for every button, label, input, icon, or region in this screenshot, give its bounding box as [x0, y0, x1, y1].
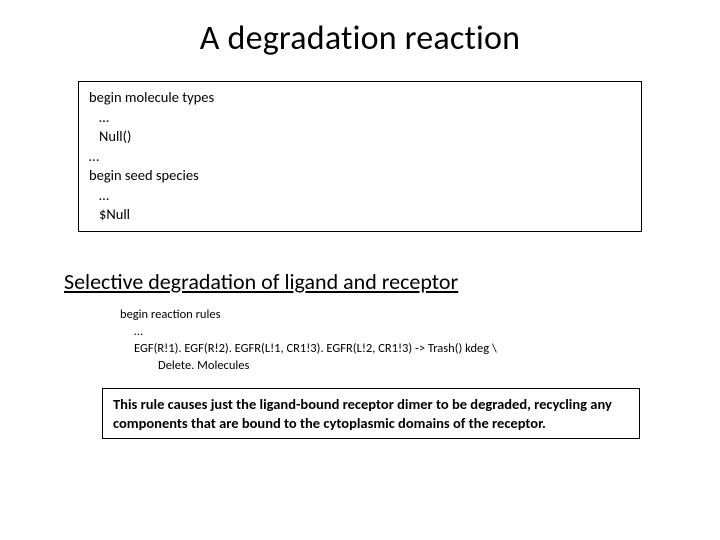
explanation-box: This rule causes just the ligand-bound r…: [102, 388, 640, 438]
code-line: Null(): [89, 127, 631, 147]
code-line: begin reaction rules: [120, 307, 640, 324]
code-line: begin molecule types: [89, 88, 631, 108]
code-line: …: [120, 324, 640, 341]
section-subheading: Selective degradation of ligand and rece…: [64, 268, 660, 295]
code-line: EGF(R!1). EGF(R!2). EGFR(L!1, CR1!3). EG…: [120, 341, 640, 358]
slide: A degradation reaction begin molecule ty…: [0, 0, 720, 540]
slide-title: A degradation reaction: [60, 18, 660, 59]
code-line: Delete. Molecules: [120, 358, 640, 375]
code-line: …: [89, 108, 631, 128]
code-line: …: [89, 147, 631, 167]
code-block-reaction-rules: begin reaction rules … EGF(R!1). EGF(R!2…: [120, 307, 660, 375]
code-line: …: [89, 186, 631, 206]
code-line: begin seed species: [89, 166, 631, 186]
code-line: $Null: [89, 205, 631, 225]
code-block-molecule-types: begin molecule types … Null() … begin se…: [78, 81, 642, 232]
